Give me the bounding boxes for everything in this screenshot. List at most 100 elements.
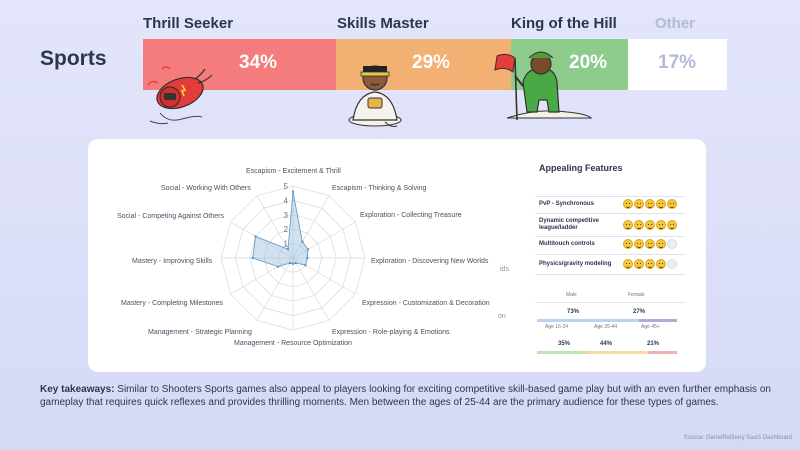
- age-pct: 35%: [558, 341, 571, 347]
- segment-bar-other: 17%: [628, 39, 727, 90]
- radar-data-point: [306, 256, 309, 260]
- radar-axis-label: Social - Working With Others: [161, 185, 251, 192]
- skills-master-illustration: [348, 65, 402, 127]
- row-divider: [535, 213, 685, 214]
- radar-spoke: [292, 257, 356, 295]
- segment-title-other: Other: [655, 15, 696, 32]
- radar-spoke: [292, 195, 330, 259]
- smiley-icon: [623, 220, 633, 230]
- age-pct: 44%: [600, 341, 613, 347]
- radar-data-point: [276, 265, 280, 268]
- age-label: Age 45+: [641, 324, 660, 330]
- thrill-seeker-illustration: [147, 66, 213, 125]
- empty-smiley-icon: [667, 239, 677, 249]
- feature-label: Physics/gravity modeling: [539, 261, 612, 267]
- radar-data-point: [294, 261, 298, 265]
- radar-axis-label: Exploration - Collecting Treasure: [360, 212, 462, 219]
- radar-data-point: [286, 248, 290, 251]
- radar-data-point: [306, 248, 310, 251]
- smiley-icon: [645, 199, 655, 209]
- smiley-icon: [645, 259, 655, 269]
- feature-rating: [623, 199, 677, 209]
- features-title: Appealing Features: [539, 163, 623, 173]
- age-bar: [648, 351, 677, 354]
- radar-spoke: [256, 195, 294, 259]
- feature-rating: [623, 259, 677, 269]
- gender-label-female: Female: [628, 292, 645, 298]
- radar-axis-label: Expression - Role-playing & Emotions: [332, 329, 450, 336]
- smiley-icon: [623, 239, 633, 249]
- radar-axis-label: Exploration - Discovering New Worlds: [371, 258, 489, 265]
- empty-smiley-icon: [667, 259, 677, 269]
- smiley-icon: [623, 259, 633, 269]
- segment-pct-other: 17%: [658, 52, 697, 73]
- smiley-icon: [634, 239, 644, 249]
- smiley-icon: [667, 199, 677, 209]
- radar-spoke: [292, 221, 356, 259]
- radar-spoke: [292, 257, 330, 321]
- radar-tick-label: 1: [284, 240, 289, 249]
- smiley-icon: [634, 259, 644, 269]
- clipped-text: on: [498, 313, 506, 320]
- radar-axis-label: Expression - Customization & Decoration: [362, 300, 490, 307]
- content-card: [88, 139, 706, 372]
- age-label: Age 16-24: [545, 324, 569, 330]
- radar-axis-label: Management - Strategic Planning: [148, 329, 252, 336]
- smiley-icon: [656, 259, 666, 269]
- segment-title-skills-master: Skills Master: [337, 15, 429, 32]
- smiley-icon: [634, 199, 644, 209]
- radar-tick-label: 2: [284, 225, 289, 234]
- radar-tick-label: 5: [284, 182, 289, 191]
- radar-data-point: [304, 264, 307, 267]
- radar-data-point: [254, 235, 257, 238]
- genre-title: Sports: [40, 47, 107, 70]
- segment-pct-thrill-seeker: 34%: [239, 52, 278, 73]
- segment-title-thrill-seeker: Thrill Seeker: [143, 15, 234, 32]
- feature-label: Multitouch controls: [539, 241, 595, 247]
- smiley-icon: [623, 199, 633, 209]
- smiley-icon: [667, 220, 677, 230]
- radar-spokes: [221, 186, 365, 330]
- radar-data-point: [291, 262, 295, 265]
- gender-pct-male: 73%: [567, 309, 580, 315]
- radar-tick-labels: 1 2 3 4 5: [284, 182, 289, 249]
- takeaway-lead: Key takeaways:: [40, 384, 115, 395]
- row-divider: [535, 196, 685, 197]
- key-takeaways: Key takeaways: Similar to Shooters Sport…: [40, 383, 780, 409]
- radar-axis-label: Management - Resource Optimization: [234, 340, 352, 347]
- radar-data-point: [251, 256, 254, 260]
- radar-axis-label: Mastery - Completing Milestones: [121, 300, 223, 307]
- clipped-text: ids: [500, 266, 509, 273]
- radar-data-point: [301, 240, 304, 243]
- radar-tick-label: 4: [284, 196, 289, 205]
- age-pct: 21%: [647, 341, 660, 347]
- radar-axis-label: Escapism - Excitement & Thrill: [246, 168, 341, 175]
- smiley-icon: [645, 220, 655, 230]
- feature-label: PvP - Synchronous: [539, 201, 594, 207]
- smiley-icon: [656, 220, 666, 230]
- radar-data-points: [251, 190, 310, 268]
- smiley-icon: [656, 199, 666, 209]
- row-divider: [535, 236, 685, 237]
- radar-tick-label: 3: [284, 211, 289, 220]
- age-bar: [537, 351, 586, 354]
- king-of-the-hill-illustration: [494, 51, 593, 121]
- age-bar: [586, 351, 648, 354]
- radar-spoke: [230, 257, 294, 295]
- source-note: Source: GameRefinery SaaS Dashboard: [683, 435, 792, 441]
- segment-pct-king-of-the-hill: 20%: [569, 52, 608, 73]
- radar-spoke: [256, 257, 294, 321]
- smiley-icon: [645, 239, 655, 249]
- smiley-icon: [656, 239, 666, 249]
- radar-chart: 1 2 3 4 5: [220, 182, 366, 331]
- radar-axis-label: Mastery - Improving Skills: [132, 258, 213, 265]
- age-label: Age 25-44: [594, 324, 618, 330]
- row-divider: [535, 254, 685, 255]
- radar-axis-label: Escapism - Thinking & Solving: [332, 185, 427, 192]
- takeaway-text: Similar to Shooters Sports games also ap…: [40, 384, 771, 408]
- segment-title-king-of-the-hill: King of the Hill: [511, 15, 617, 32]
- gender-bar-male: [537, 319, 639, 322]
- radar-data-point: [291, 190, 295, 193]
- gender-pct-female: 27%: [633, 309, 646, 315]
- radar-data-point: [288, 261, 292, 265]
